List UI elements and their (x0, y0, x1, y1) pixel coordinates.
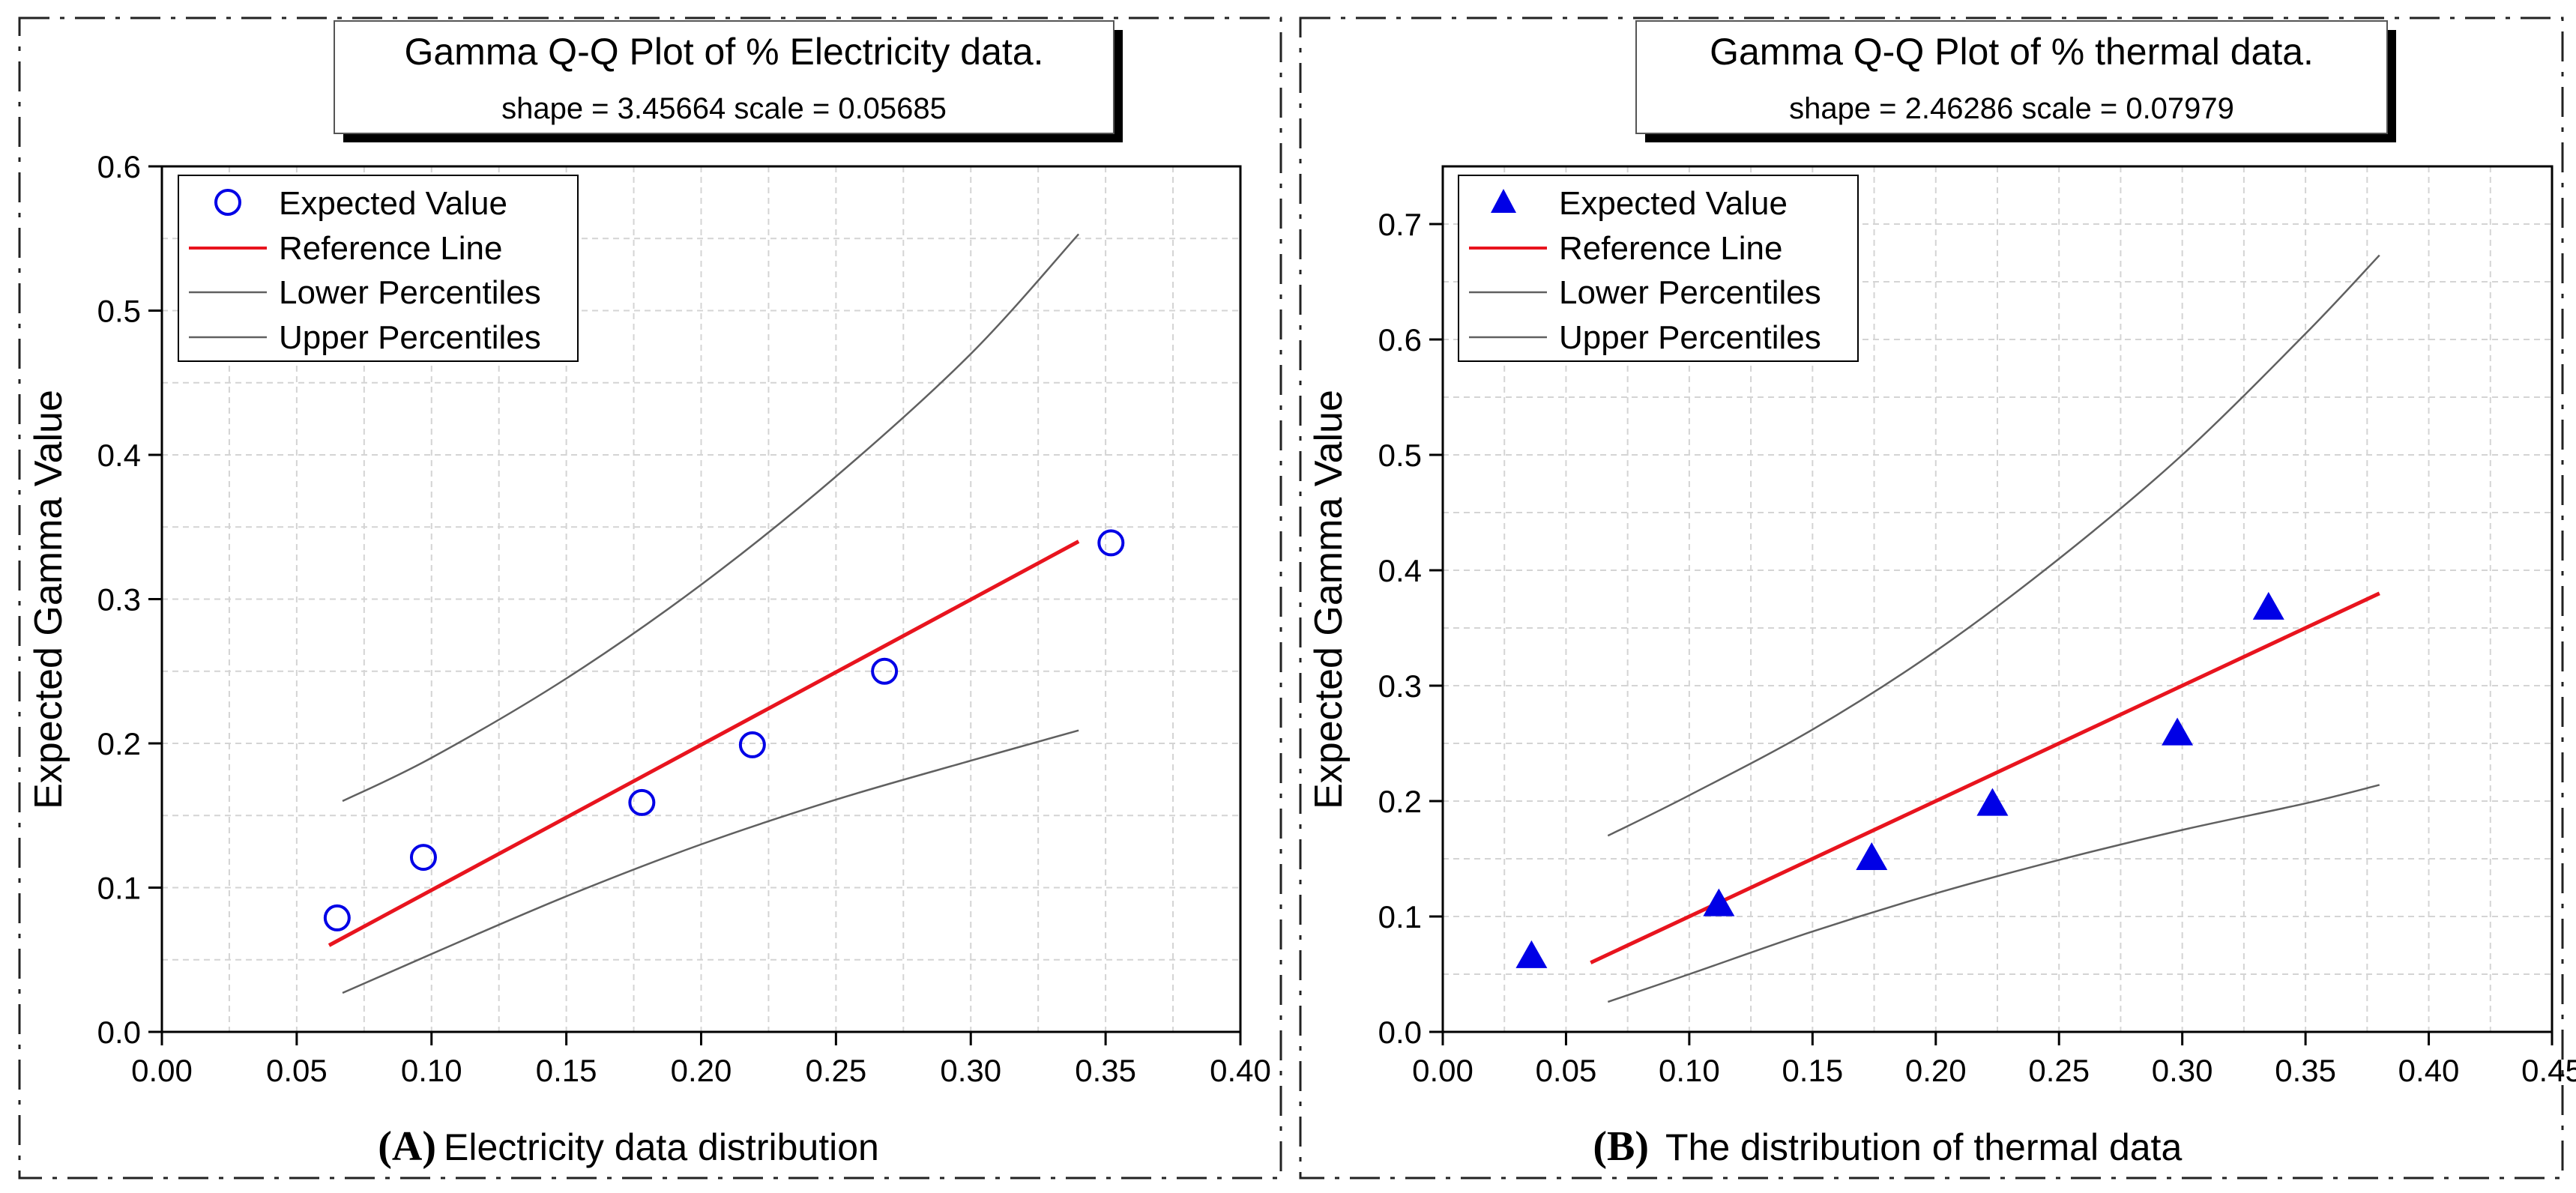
lower-percentile-curve (342, 729, 1079, 994)
data-point (1703, 888, 1735, 916)
legend-label-upper: Upper Percentiles (279, 319, 541, 356)
x-tick-label: 0.35 (2275, 1053, 2336, 1088)
y-tick-label: 0.4 (97, 438, 141, 473)
grid-lines (162, 166, 1240, 1032)
legend-box (1458, 175, 1859, 362)
legend-marker-circle (214, 189, 241, 216)
x-tick-label: 0.20 (1905, 1053, 1967, 1088)
data-series (323, 233, 1125, 994)
y-tick-label: 0.0 (1378, 1015, 1422, 1050)
y-tick-label: 0.6 (97, 149, 141, 184)
panel-letter: (B) (1593, 1123, 1649, 1170)
data-point (1856, 842, 1888, 870)
x-tick-label: 0.25 (806, 1053, 867, 1088)
y-tick-label: 0.1 (97, 871, 141, 906)
legend-label-upper: Upper Percentiles (1559, 319, 1821, 356)
data-point (1515, 940, 1548, 968)
legend: Expected Value Reference Line Lower Perc… (178, 175, 579, 362)
x-tick-label: 0.00 (131, 1053, 193, 1088)
grid-lines (1443, 166, 2552, 1032)
y-axis-ticks: 0.0 0.1 0.2 0.3 0.4 0.5 0.6 0.7 (1378, 207, 1443, 1050)
legend-marker-triangle (1491, 189, 1516, 213)
data-point (2252, 591, 2284, 620)
data-series (1515, 254, 2380, 1003)
x-tick-label: 0.30 (2152, 1053, 2213, 1088)
y-tick-label: 0.0 (97, 1015, 141, 1050)
x-tick-label: 0.40 (2398, 1053, 2460, 1088)
legend-label-lower: Lower Percentiles (1559, 274, 1821, 311)
y-tick-label: 0.6 (1378, 322, 1422, 357)
y-tick-label: 0.3 (1378, 668, 1422, 704)
title-box (334, 20, 1114, 134)
y-tick-label: 0.1 (1378, 899, 1422, 934)
data-point (1976, 788, 2009, 816)
y-tick-label: 0.3 (97, 582, 141, 617)
y-tick-label: 0.7 (1378, 207, 1422, 242)
chart-subtitle: shape = 2.46286 scale = 0.07979 (1789, 92, 2234, 125)
panel-b: Gamma Q-Q Plot of % thermal data. shape … (1307, 20, 2576, 1170)
upper-percentile-curve (342, 233, 1080, 803)
data-point (409, 844, 437, 872)
legend-label-lower: Lower Percentiles (279, 274, 541, 311)
x-tick-label: 0.05 (1536, 1053, 1597, 1088)
panel-b-frame (1299, 16, 2564, 1180)
data-point (323, 904, 351, 931)
x-tick-label: 0.30 (940, 1053, 1001, 1088)
reference-line (328, 540, 1080, 947)
chart-title: Gamma Q-Q Plot of % thermal data. (1710, 31, 2314, 73)
data-point (2162, 717, 2194, 746)
legend-label-reference: Reference Line (279, 230, 502, 267)
x-tick-label: 0.15 (1782, 1053, 1843, 1088)
legend-box (178, 175, 579, 362)
y-tick-label: 0.2 (1378, 784, 1422, 819)
title-box (1635, 20, 2388, 134)
data-point (738, 731, 766, 758)
chart-title: Gamma Q-Q Plot of % Electricity data. (404, 31, 1043, 73)
x-tick-label: 0.45 (2521, 1053, 2576, 1088)
y-tick-label: 0.5 (97, 294, 141, 329)
legend-label-expected: Expected Value (279, 185, 507, 222)
x-tick-label: 0.40 (1210, 1053, 1271, 1088)
x-tick-label: 0.20 (671, 1053, 732, 1088)
x-axis-ticks: 0.00 0.05 0.10 0.15 0.20 0.25 0.30 0.35 0.40 0.45 (1412, 1032, 2576, 1088)
x-tick-label: 0.35 (1075, 1053, 1136, 1088)
legend-label-reference: Reference Line (1559, 230, 1782, 267)
upper-percentile-curve (1607, 254, 2380, 837)
panel-a: Gamma Q-Q Plot of % Electricity data. sh… (27, 20, 1271, 1170)
x-tick-label: 0.10 (401, 1053, 462, 1088)
lower-percentile-curve (1607, 784, 2380, 1003)
y-axis-ticks: 0.0 0.1 0.2 0.3 0.4 0.5 0.6 (97, 149, 162, 1050)
panel-letter: (A) (378, 1123, 436, 1170)
y-tick-label: 0.4 (1378, 553, 1422, 588)
y-tick-label: 0.2 (97, 726, 141, 761)
data-point (871, 657, 899, 685)
plot-area-frame (1441, 165, 2554, 1033)
x-tick-label: 0.05 (266, 1053, 328, 1088)
plot-area-frame (160, 165, 1242, 1033)
data-point (628, 788, 656, 816)
x-tick-label: 0.25 (2028, 1053, 2090, 1088)
legend: Expected Value Reference Line Lower Perc… (1458, 175, 1859, 362)
legend-label-expected: Expected Value (1559, 185, 1788, 222)
chart-subtitle: shape = 3.45664 scale = 0.05685 (501, 92, 947, 125)
x-tick-label: 0.15 (536, 1053, 597, 1088)
x-tick-label: 0.10 (1659, 1053, 1720, 1088)
y-tick-label: 0.5 (1378, 438, 1422, 473)
data-point (1097, 529, 1125, 557)
x-axis-ticks: 0.00 0.05 0.10 0.15 0.20 0.25 0.30 0.35 0.40 (131, 1032, 1271, 1088)
panel-caption: Electricity data distribution (444, 1126, 879, 1168)
y-axis-label: Expected Gamma Value (1307, 390, 1351, 809)
panel-caption: The distribution of thermal data (1665, 1126, 2182, 1168)
y-axis-label: Expected Gamma Value (27, 390, 70, 809)
panel-a-frame (18, 16, 1282, 1180)
x-tick-label: 0.00 (1412, 1053, 1473, 1088)
